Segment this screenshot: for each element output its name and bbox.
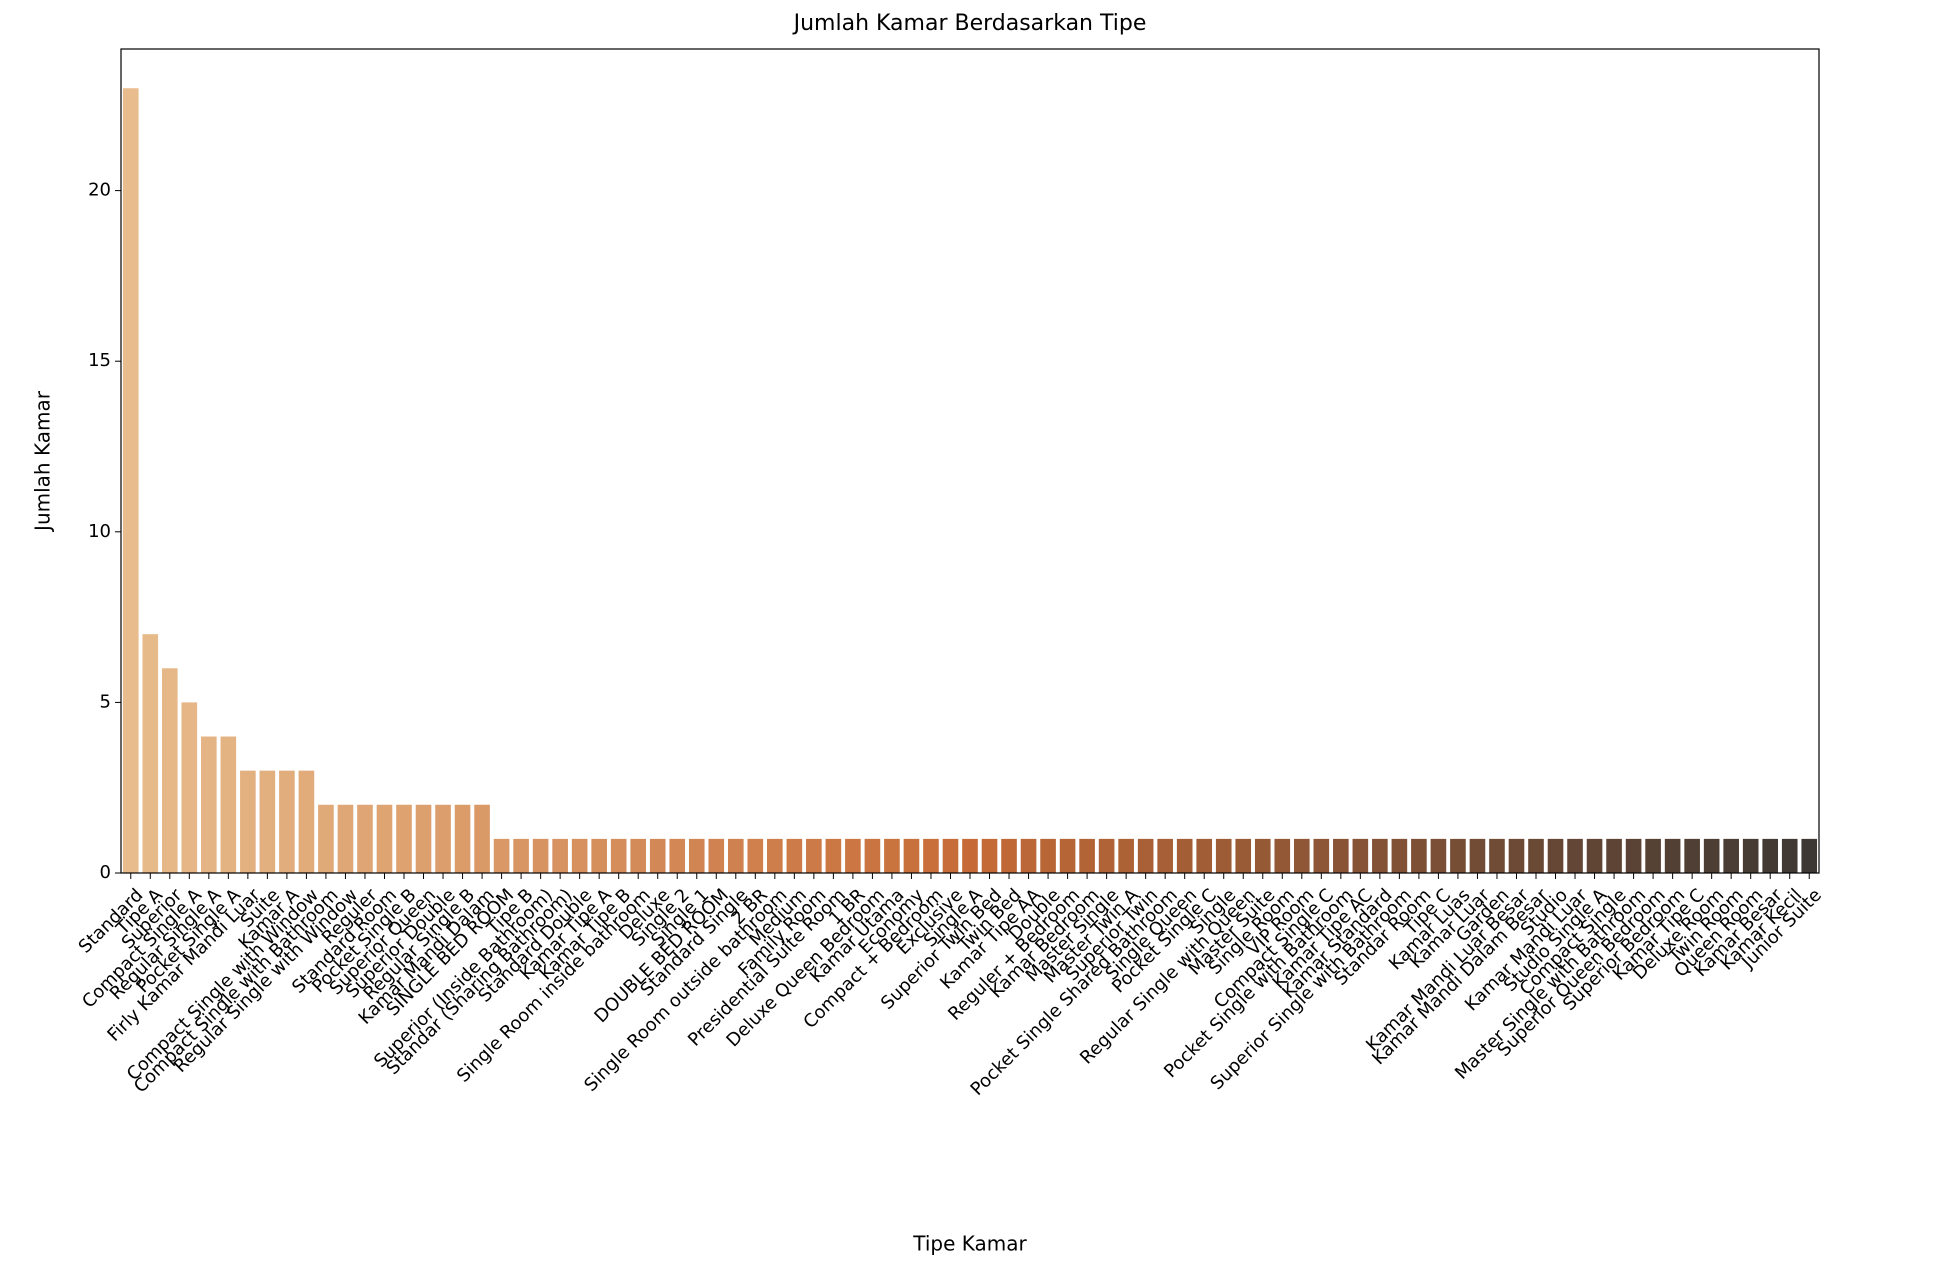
bar [396, 804, 412, 873]
bar [1293, 838, 1310, 873]
bar [376, 804, 393, 873]
bar [1411, 838, 1427, 873]
bar [1215, 838, 1232, 873]
bar [1372, 838, 1388, 873]
bar [825, 838, 842, 873]
bar [1625, 838, 1642, 873]
bar [1450, 838, 1466, 873]
y-tick-label: 15 [88, 350, 111, 371]
bar [669, 838, 686, 873]
chart-title: Jumlah Kamar Berdasarkan Tipe [792, 11, 1147, 36]
bar [1391, 838, 1408, 873]
bar [708, 838, 725, 873]
y-tick-label: 20 [88, 180, 111, 201]
bar [884, 838, 900, 873]
bar [903, 838, 920, 873]
bar [1664, 838, 1681, 873]
bar [1469, 838, 1486, 873]
bar [962, 838, 978, 873]
bar [1489, 838, 1505, 873]
bar [122, 88, 139, 873]
bar [493, 838, 510, 873]
bar [1196, 838, 1213, 873]
bar [727, 838, 744, 873]
y-tick-label: 10 [88, 521, 111, 542]
bar [1684, 838, 1700, 873]
bar [298, 770, 315, 873]
bar [1040, 838, 1056, 873]
bar [1586, 838, 1603, 873]
y-tick-label: 0 [100, 862, 111, 883]
bar [786, 838, 803, 873]
bar [337, 804, 354, 873]
bar [454, 804, 471, 873]
bar [435, 804, 451, 873]
bar [1176, 838, 1193, 873]
bar [532, 838, 549, 873]
bar [1801, 838, 1818, 873]
bar [474, 804, 490, 873]
bar [357, 804, 373, 873]
bar [259, 770, 276, 873]
bar [649, 838, 666, 873]
bar [1079, 838, 1095, 873]
bar [240, 770, 256, 873]
bar [1333, 838, 1349, 873]
bar [181, 702, 198, 873]
bar [513, 838, 529, 873]
bar [1098, 838, 1115, 873]
bar [1547, 838, 1564, 873]
bar [923, 838, 939, 873]
x-axis-label: Tipe Kamar [912, 1232, 1027, 1256]
bar [1567, 838, 1583, 873]
bar [981, 838, 998, 873]
bar [161, 668, 178, 873]
bar [1137, 838, 1154, 873]
bar [591, 838, 607, 873]
bar [630, 838, 647, 873]
bar [1118, 838, 1134, 873]
bar [1313, 838, 1330, 873]
bar [942, 838, 959, 873]
bar [1020, 838, 1037, 873]
bar [1606, 838, 1622, 873]
bar [1059, 838, 1076, 873]
bar [1352, 838, 1369, 873]
bar [864, 838, 881, 873]
bar [747, 838, 764, 873]
bar [1742, 838, 1759, 873]
bar [201, 736, 217, 873]
bar [1430, 838, 1447, 873]
y-axis-label: Jumlah Kamar [31, 390, 55, 533]
bar [1723, 838, 1739, 873]
bar [1254, 838, 1271, 873]
bar [767, 838, 783, 873]
bar [1781, 838, 1798, 873]
bar [318, 804, 334, 873]
bar [845, 838, 861, 873]
bar [1235, 838, 1252, 873]
bar [1645, 838, 1661, 873]
bar [142, 634, 159, 873]
bar [1157, 838, 1173, 873]
y-tick-label: 5 [100, 691, 111, 712]
bar [610, 838, 627, 873]
bar [1274, 838, 1291, 873]
plot-frame [120, 48, 1820, 874]
bar [1508, 838, 1525, 873]
bar [688, 838, 705, 873]
bar [1001, 838, 1017, 873]
bar [1703, 838, 1720, 873]
bar [415, 804, 432, 873]
bar [552, 838, 568, 873]
bar [279, 770, 295, 873]
bar [220, 736, 237, 873]
bar [1762, 838, 1779, 873]
bar [571, 838, 588, 873]
bar [1528, 838, 1544, 873]
bar [806, 838, 822, 873]
